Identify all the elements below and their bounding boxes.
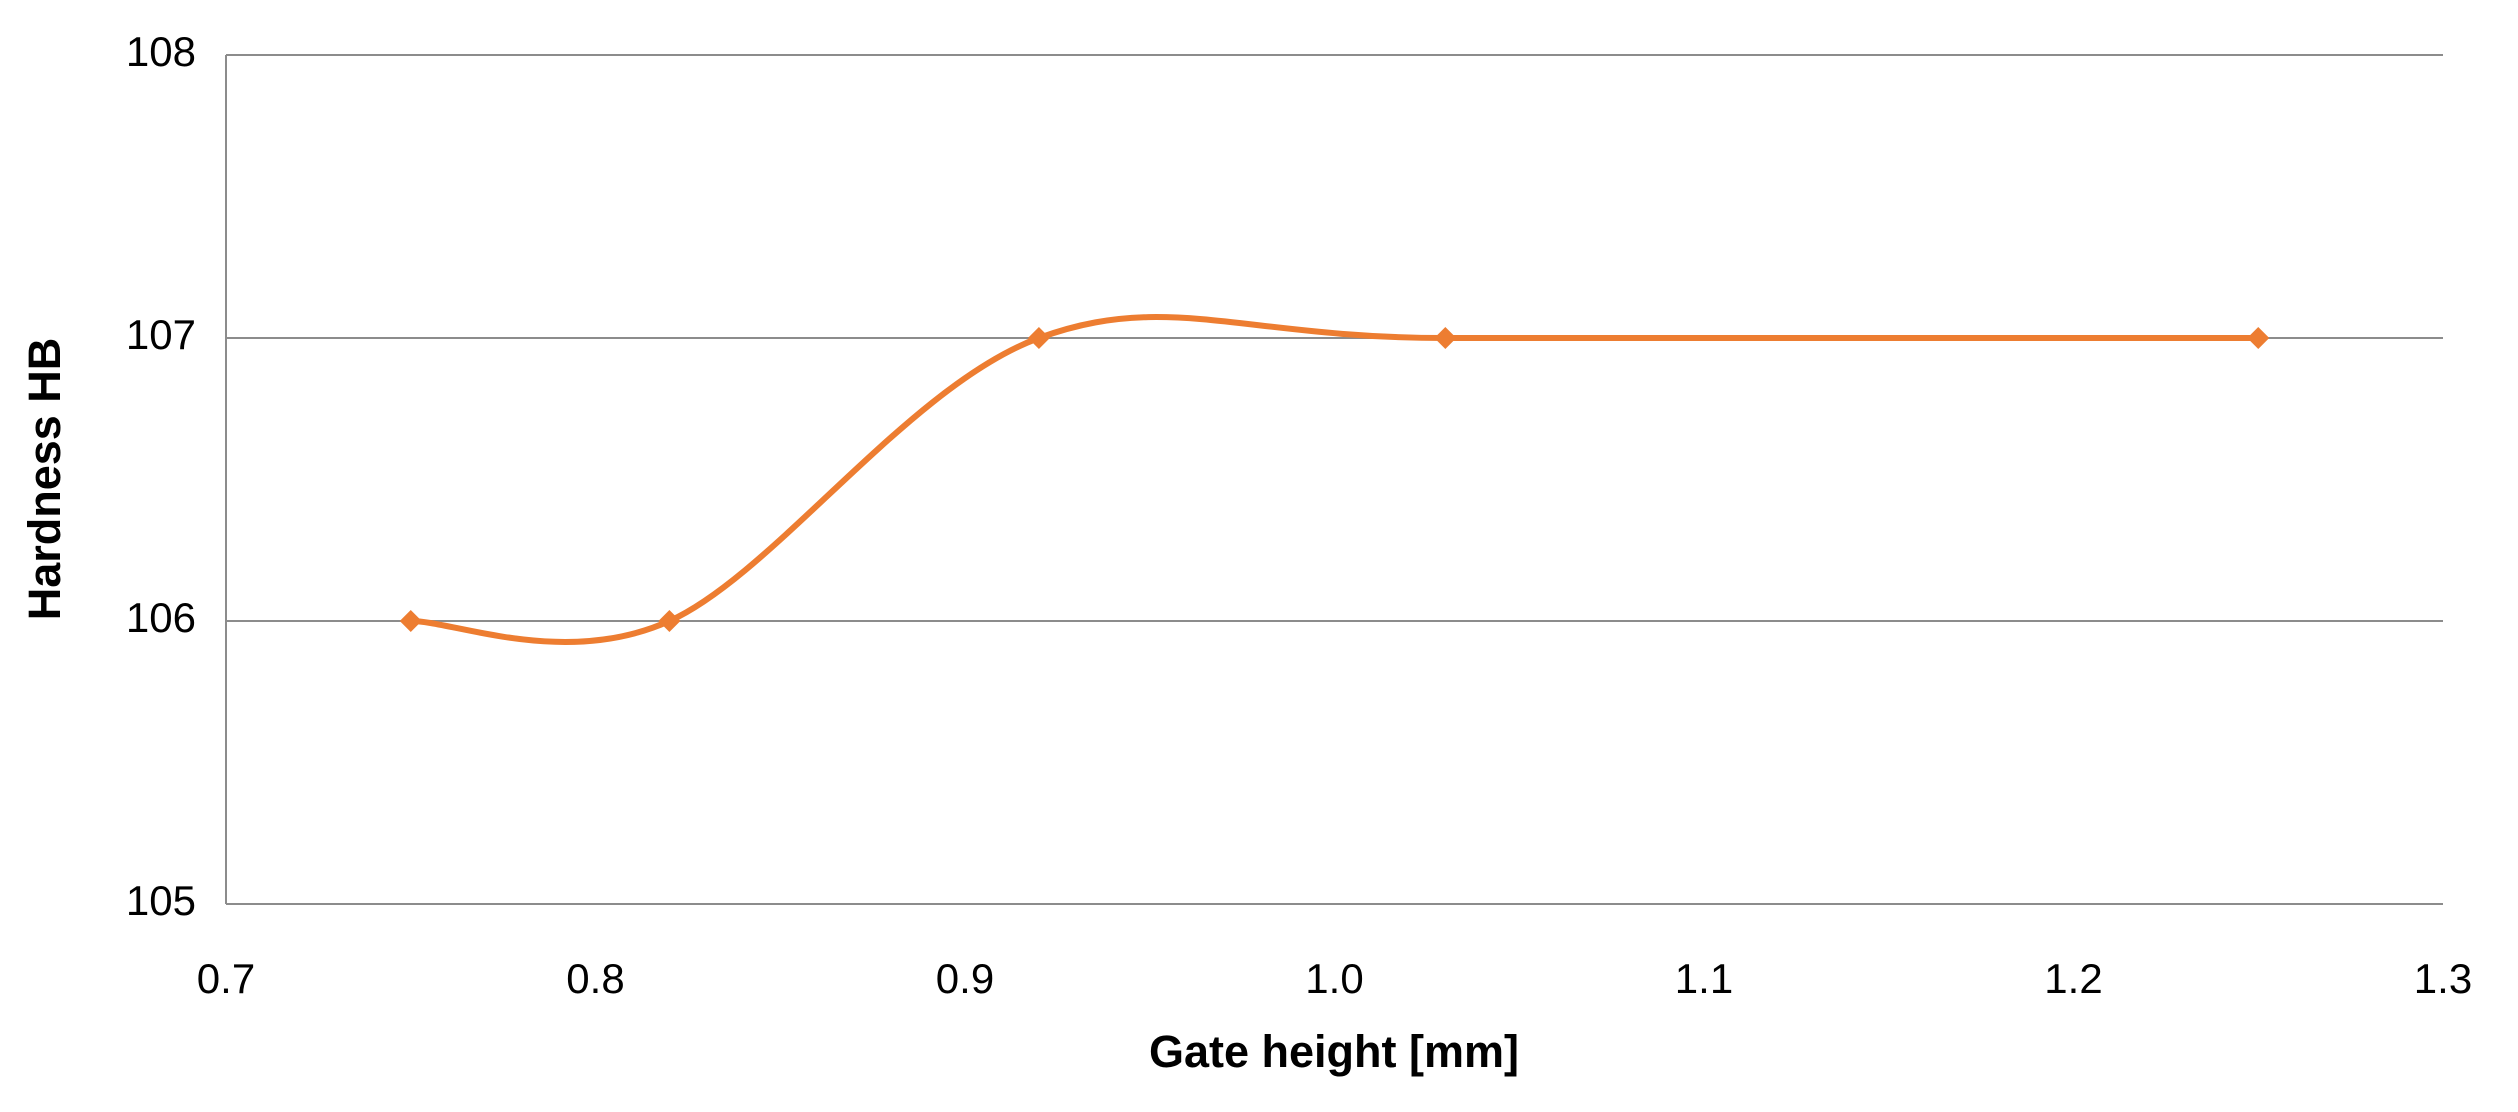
x-tick-label: 0.9 <box>936 955 994 1002</box>
x-tick-label: 1.1 <box>1675 955 1733 1002</box>
y-axis-title: Hardness HB <box>19 338 70 621</box>
y-tick-label: 107 <box>126 311 196 358</box>
point-marker <box>399 610 422 632</box>
point-marker <box>1027 327 1050 349</box>
y-tick-label: 106 <box>126 594 196 641</box>
x-tick-label: 1.3 <box>2414 955 2472 1002</box>
x-tick-label: 1.2 <box>2044 955 2102 1002</box>
y-tick-label: 108 <box>126 28 196 75</box>
x-axis-title: Gate height [mm] <box>1149 1026 1519 1077</box>
point-marker <box>1434 327 1457 349</box>
point-marker <box>2247 327 2270 349</box>
point-marker <box>658 610 681 632</box>
x-tick-label: 0.8 <box>566 955 624 1002</box>
y-tick-label: 105 <box>126 877 196 924</box>
x-tick-label: 1.0 <box>1305 955 1363 1002</box>
x-tick-label: 0.7 <box>197 955 255 1002</box>
series-line <box>410 314 2259 645</box>
